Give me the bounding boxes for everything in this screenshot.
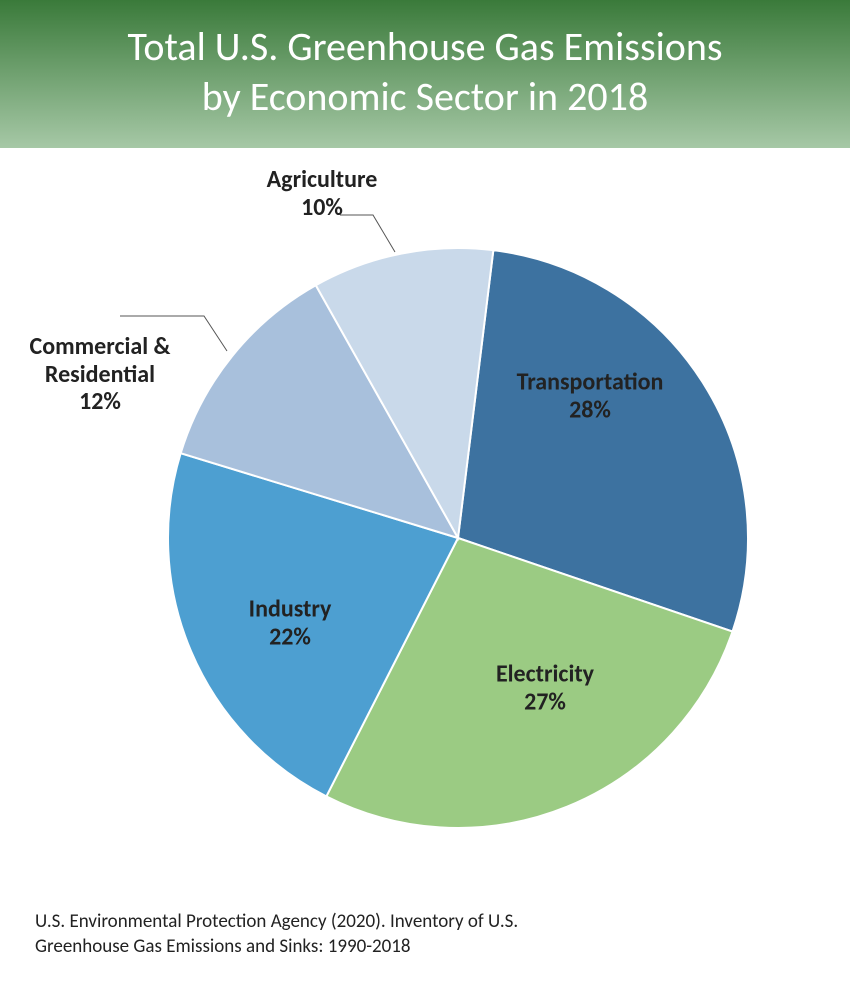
slice-label-transportation: Transportation28% (517, 368, 664, 423)
chart-header: Total U.S. Greenhouse Gas Emissions by E… (0, 0, 850, 148)
slice-label-agriculture: Agriculture10% (267, 166, 378, 221)
pie-chart-svg (0, 148, 850, 868)
citation-line2: Greenhouse Gas Emissions and Sinks: 1990… (35, 934, 518, 960)
pie-chart-area: Transportation28% Electricity27% Industry2… (0, 148, 850, 868)
title-line1: Total U.S. Greenhouse Gas Emissions (127, 22, 722, 71)
citation-line1: U.S. Environmental Protection Agency (20… (35, 909, 518, 935)
title-line2: by Economic Sector in 2018 (202, 72, 648, 121)
chart-title: Total U.S. Greenhouse Gas Emissions by E… (20, 22, 830, 122)
slice-label-electricity: Electricity27% (496, 660, 594, 715)
slice-label-commercial-residential: Commercial &Residential12% (30, 333, 171, 416)
slice-label-industry: Industry22% (249, 595, 332, 650)
source-citation: U.S. Environmental Protection Agency (20… (35, 909, 518, 960)
